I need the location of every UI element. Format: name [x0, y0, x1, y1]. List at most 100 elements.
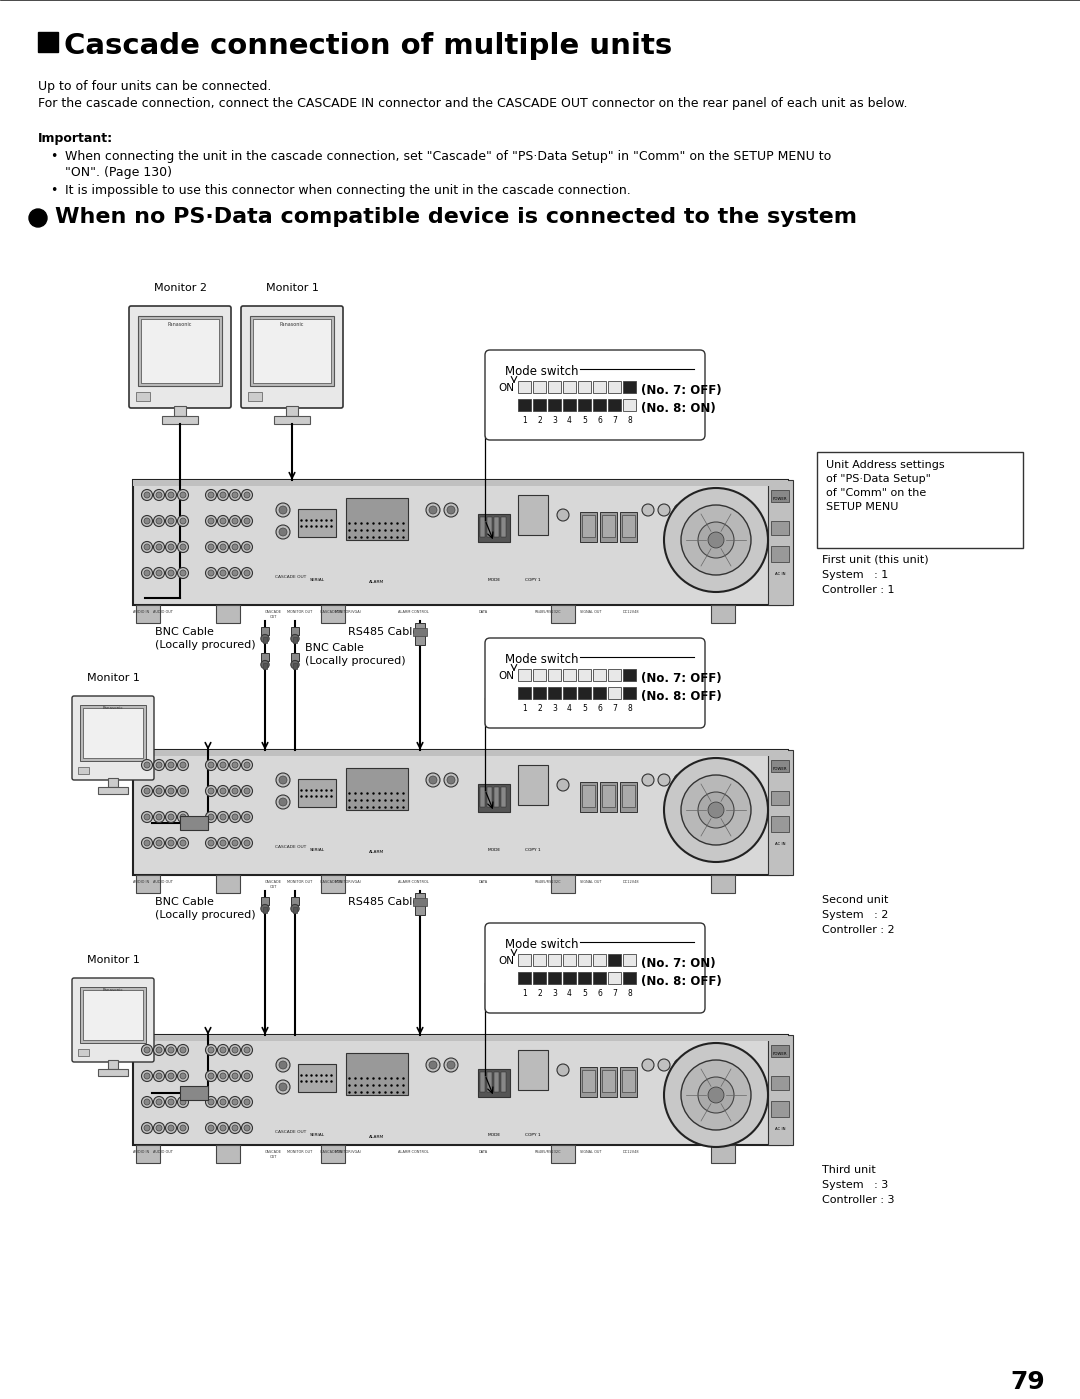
Text: COPY 1: COPY 1: [525, 1133, 541, 1137]
Circle shape: [220, 1100, 226, 1105]
Bar: [580, 1067, 597, 1097]
FancyBboxPatch shape: [72, 978, 154, 1062]
Circle shape: [260, 660, 269, 669]
Circle shape: [279, 527, 287, 536]
Text: AUDIO IN: AUDIO IN: [133, 1150, 149, 1154]
Circle shape: [279, 776, 287, 783]
Circle shape: [244, 492, 249, 498]
Circle shape: [153, 490, 164, 501]
Circle shape: [557, 1065, 569, 1076]
Circle shape: [242, 515, 253, 526]
Circle shape: [208, 1046, 214, 1053]
Circle shape: [217, 515, 229, 526]
Bar: [487, 788, 492, 807]
Text: ON: ON: [498, 672, 514, 681]
Bar: [292, 652, 298, 660]
Bar: [518, 669, 531, 681]
Circle shape: [156, 518, 162, 525]
Circle shape: [276, 504, 291, 518]
Bar: [293, 663, 297, 669]
Text: 2: 2: [537, 704, 542, 713]
Circle shape: [244, 544, 249, 550]
Circle shape: [242, 760, 253, 771]
Bar: [578, 687, 591, 700]
Bar: [534, 669, 546, 681]
Circle shape: [217, 1070, 229, 1081]
Circle shape: [220, 1046, 226, 1053]
Text: MODE: MODE: [487, 578, 500, 582]
Bar: [534, 687, 546, 700]
Circle shape: [244, 839, 249, 846]
Bar: [600, 512, 617, 541]
Bar: [83, 990, 143, 1039]
Circle shape: [217, 838, 229, 849]
Circle shape: [177, 515, 189, 526]
Circle shape: [144, 1125, 150, 1130]
Circle shape: [177, 1045, 189, 1055]
Circle shape: [177, 541, 189, 553]
Text: RS485/RS232C: RS485/RS232C: [535, 880, 562, 884]
Bar: [518, 972, 531, 983]
Bar: [478, 783, 510, 811]
Bar: [292, 897, 298, 905]
Circle shape: [165, 1097, 176, 1108]
Circle shape: [232, 569, 238, 576]
Circle shape: [177, 785, 189, 796]
Circle shape: [217, 1122, 229, 1133]
Text: CASCADE IN: CASCADE IN: [320, 880, 342, 884]
Bar: [602, 1070, 615, 1093]
Bar: [771, 760, 789, 772]
Circle shape: [291, 634, 299, 642]
Circle shape: [217, 1045, 229, 1055]
FancyBboxPatch shape: [485, 350, 705, 441]
Text: Mode switch: Mode switch: [505, 937, 579, 951]
Circle shape: [165, 760, 176, 771]
Bar: [578, 669, 591, 681]
Bar: [563, 687, 576, 700]
Bar: [487, 518, 492, 537]
Circle shape: [229, 1045, 241, 1055]
Circle shape: [279, 1060, 287, 1069]
Circle shape: [229, 490, 241, 501]
Circle shape: [674, 774, 686, 786]
Text: DATA: DATA: [478, 880, 487, 884]
Bar: [162, 416, 198, 424]
Text: "ON". (Page 130): "ON". (Page 130): [65, 166, 172, 179]
Circle shape: [144, 544, 150, 550]
Bar: [593, 399, 606, 411]
Bar: [518, 1051, 548, 1090]
Bar: [551, 1144, 575, 1163]
Bar: [578, 381, 591, 393]
Bar: [518, 765, 548, 804]
Circle shape: [447, 506, 455, 513]
Circle shape: [291, 660, 299, 669]
Text: 4: 4: [567, 416, 572, 425]
Text: •: •: [50, 185, 57, 197]
Text: Monitor 1: Monitor 1: [86, 956, 139, 965]
Bar: [98, 788, 129, 795]
Bar: [608, 972, 621, 983]
Circle shape: [217, 490, 229, 501]
Text: RS485/RS232C: RS485/RS232C: [535, 1150, 562, 1154]
Bar: [563, 954, 576, 965]
Circle shape: [177, 490, 189, 501]
Bar: [548, 687, 561, 700]
Circle shape: [141, 760, 152, 771]
Bar: [133, 750, 788, 755]
Circle shape: [141, 1122, 152, 1133]
Circle shape: [229, 811, 241, 823]
Circle shape: [220, 839, 226, 846]
Circle shape: [664, 1044, 768, 1147]
Bar: [563, 399, 576, 411]
Bar: [501, 788, 507, 807]
Bar: [608, 954, 621, 965]
Circle shape: [244, 1046, 249, 1053]
Text: Monitor 1: Monitor 1: [86, 673, 139, 683]
Circle shape: [141, 1097, 152, 1108]
Circle shape: [276, 1058, 291, 1072]
Circle shape: [208, 839, 214, 846]
Bar: [293, 908, 297, 914]
Circle shape: [244, 1100, 249, 1105]
Bar: [138, 316, 222, 386]
Bar: [133, 480, 788, 604]
